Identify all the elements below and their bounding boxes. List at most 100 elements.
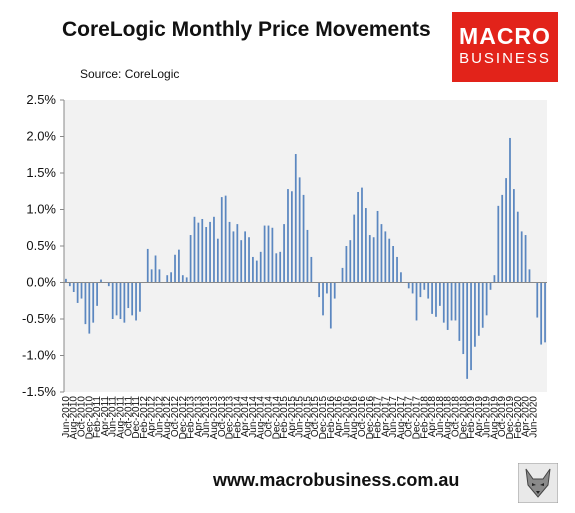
bar (240, 240, 243, 283)
bar (80, 282, 83, 299)
x-tick-label: Jun-2015 (295, 396, 306, 438)
y-tick-label: 0.5% (26, 238, 56, 253)
bar (76, 282, 79, 303)
bar (294, 154, 297, 283)
x-tick-label: Apr-2016 (334, 396, 345, 438)
chart-title: CoreLogic Monthly Price Movements (62, 18, 431, 41)
bar (283, 224, 285, 283)
x-tick-label: Aug-2016 (349, 396, 360, 440)
x-tick-label: Feb-2012 (139, 396, 150, 439)
bar (431, 282, 433, 314)
bar (509, 137, 511, 283)
bar (290, 191, 293, 283)
y-tick-label: -1.0% (22, 348, 56, 363)
bar (275, 253, 278, 283)
x-tick-label: Apr-2013 (193, 396, 204, 438)
y-tick-label: 2.5% (26, 92, 56, 107)
bar (220, 197, 223, 283)
bar (520, 231, 523, 283)
y-tick-label: 2.0% (26, 129, 56, 144)
y-tick-label: 1.0% (26, 202, 56, 217)
bar (392, 246, 395, 283)
bar (111, 282, 114, 319)
bar (146, 248, 149, 283)
bar (427, 282, 430, 299)
bar (505, 178, 507, 283)
bar (333, 282, 336, 299)
bar (100, 279, 102, 283)
macrobusiness-logo: MACRO BUSINESS (452, 12, 558, 82)
x-tick-label: Jun-2017 (388, 396, 399, 438)
bar (400, 272, 402, 283)
x-tick-label: Dec-2019 (505, 396, 516, 440)
x-tick-label: Aug-2010 (69, 396, 80, 440)
bar (150, 269, 153, 283)
logo-line2: BUSINESS (459, 50, 551, 67)
bar (154, 255, 157, 283)
bar (435, 282, 437, 317)
bar (107, 282, 110, 287)
x-tick-label: Oct-2017 (404, 396, 415, 438)
bar (228, 221, 231, 283)
bar (540, 282, 543, 345)
x-tick-label: Feb-2013 (186, 396, 197, 439)
x-tick-label: Feb-2014 (232, 396, 243, 439)
bar (135, 282, 137, 321)
bar (439, 282, 441, 306)
bar (474, 282, 476, 347)
x-tick-label: Dec-2013 (225, 396, 236, 440)
bar (88, 282, 91, 334)
x-tick-label: Feb-2016 (326, 396, 337, 439)
x-tick-label: Oct-2010 (77, 396, 88, 438)
bar (197, 222, 200, 283)
bar (513, 189, 515, 283)
x-tick-label: Feb-2011 (92, 396, 103, 439)
bar (271, 227, 274, 283)
bar (384, 231, 387, 283)
bar (244, 231, 246, 283)
bar (267, 225, 270, 283)
bar (353, 214, 356, 283)
x-tick-label: Apr-2011 (100, 396, 111, 437)
x-tick-label: Jun-2016 (341, 396, 352, 438)
bar (380, 224, 383, 283)
bar (357, 191, 359, 283)
bar (84, 282, 87, 325)
x-tick-label: Oct-2019 (497, 396, 508, 438)
plot-area (64, 100, 547, 392)
x-tick-label: Oct-2018 (450, 396, 461, 438)
x-tick-label: Jun-2019 (482, 396, 493, 438)
x-tick-label: Jun-2013 (201, 396, 212, 438)
bar (236, 224, 239, 283)
bar (174, 254, 176, 283)
x-tick-label: Dec-2016 (365, 396, 376, 440)
bar (528, 269, 531, 283)
bar (536, 282, 539, 318)
bar (68, 282, 71, 287)
x-tick-label: Oct-2015 (310, 396, 321, 438)
bar (72, 282, 75, 292)
bar (201, 218, 204, 283)
bar (524, 235, 527, 283)
bar (252, 256, 254, 283)
price-movement-chart: -1.5% -1.0% -0.5% 0.0% 0.5% 1.0% 1.5% 2.0% 2.5% J… (22, 92, 547, 440)
bar (415, 282, 418, 321)
fox-icon (518, 463, 558, 503)
bar (493, 275, 496, 283)
bar (181, 275, 184, 283)
x-tick-label: Apr-2014 (240, 396, 251, 438)
bar (193, 216, 196, 283)
bar (329, 282, 332, 329)
x-tick-label: Jun-2014 (248, 396, 259, 438)
footer-url: www.macrobusiness.com.au (213, 470, 460, 490)
x-tick-label: Dec-2015 (318, 396, 329, 440)
bar (306, 229, 309, 283)
bar (178, 249, 180, 283)
bar (310, 256, 313, 283)
x-tick-label: Aug-2012 (162, 396, 173, 440)
bar (458, 282, 461, 341)
x-tick-label: Feb-2019 (466, 396, 477, 439)
x-tick-label: Apr-2017 (380, 396, 391, 438)
bar (446, 282, 449, 330)
bar (466, 282, 469, 379)
